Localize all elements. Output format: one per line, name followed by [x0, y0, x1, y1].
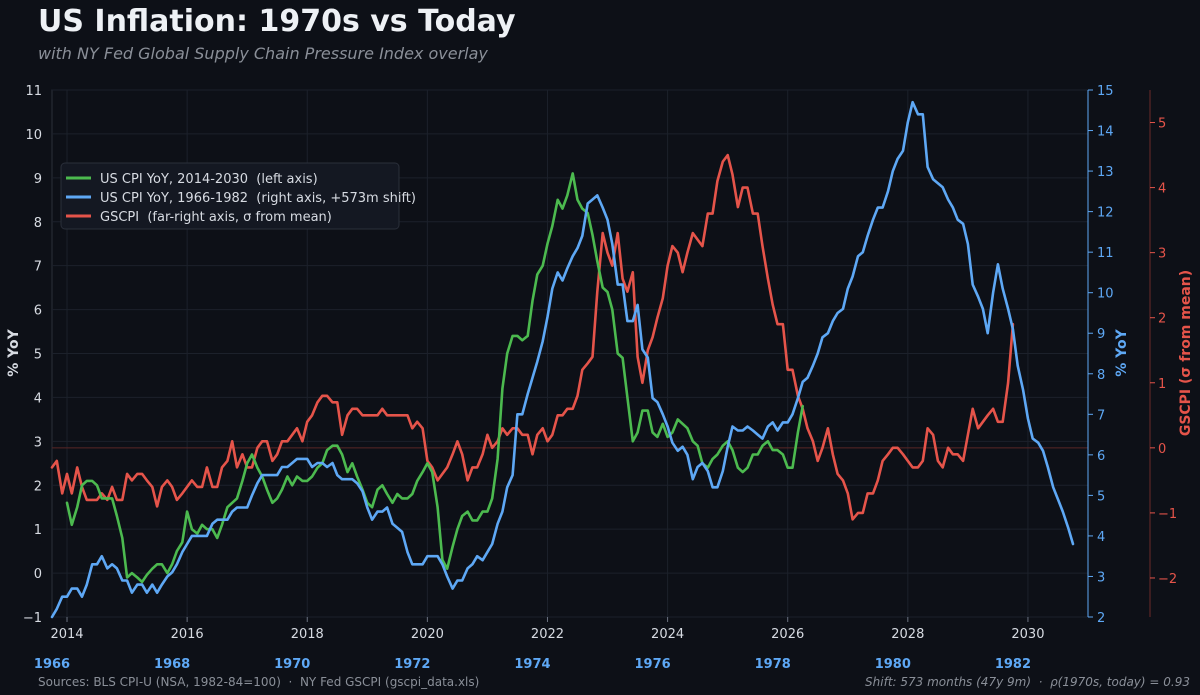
x-secondary-tick-label: 1980	[875, 657, 911, 672]
chart-title: US Inflation: 1970s vs Today	[38, 4, 516, 39]
left-tick-label: 8	[34, 216, 42, 231]
x-tick-label: 2030	[1011, 627, 1044, 642]
x-tick-label: 2026	[771, 627, 804, 642]
x-tick-label: 2014	[50, 627, 83, 642]
left-tick-label: 11	[25, 84, 42, 99]
right-tick-label: 9	[1097, 327, 1105, 342]
x-tick-label: 2018	[291, 627, 324, 642]
x-tick-label: 2028	[891, 627, 924, 642]
series-line-cpi-today	[65, 172, 804, 584]
x-tick-label: 2024	[651, 627, 684, 642]
far-right-tick-label: 0	[1158, 442, 1166, 457]
right-tick-label: 13	[1097, 165, 1114, 180]
right-tick-label: 2	[1097, 611, 1105, 626]
far-right-tick-label: 4	[1158, 182, 1166, 197]
far-right-tick-label: −1	[1158, 507, 1177, 522]
legend-label-cpi-today: US CPI YoY, 2014-2030 (left axis)	[100, 172, 318, 187]
x-secondary-tick-label: 1974	[514, 657, 550, 672]
series-line-gscpi	[50, 153, 1015, 521]
left-tick-label: 6	[34, 304, 42, 319]
x-secondary-tick-label: 1968	[154, 657, 190, 672]
right-tick-label: 5	[1097, 489, 1105, 504]
left-tick-label: 3	[34, 435, 42, 450]
legend: US CPI YoY, 2014-2030 (left axis) US CPI…	[60, 162, 416, 230]
x-secondary-tick-label: 1970	[274, 657, 310, 672]
left-tick-label: −1	[23, 611, 42, 626]
x-secondary-tick-label: 1976	[635, 657, 671, 672]
x-tick-label: 2022	[531, 627, 564, 642]
right-tick-label: 14	[1097, 125, 1114, 140]
footer-sources: Sources: BLS CPI-U (NSA, 1982-84=100) · …	[38, 675, 479, 689]
left-tick-label: 7	[34, 260, 42, 275]
x-secondary-tick-label: 1982	[995, 657, 1031, 672]
far-right-tick-label: 5	[1158, 117, 1166, 132]
right-tick-label: 7	[1097, 408, 1105, 423]
far-right-tick-label: 2	[1158, 312, 1166, 327]
grid	[51, 89, 1089, 618]
footer-note: Shift: 573 months (47y 9m) · ρ(1970s, to…	[865, 675, 1190, 689]
left-tick-label: 5	[34, 348, 42, 363]
legend-label-gscpi: GSCPI (far-right axis, σ from mean)	[100, 210, 332, 225]
series-group	[50, 100, 1075, 619]
x-tick-label: 2020	[411, 627, 444, 642]
right-tick-label: 11	[1097, 246, 1114, 261]
far-right-tick-label: 3	[1158, 247, 1166, 262]
x-secondary-tick-label: 1966	[34, 657, 70, 672]
x-secondary-tick-label: 1978	[755, 657, 791, 672]
left-tick-label: 10	[25, 128, 42, 143]
x-secondary-tick-label: 1972	[394, 657, 430, 672]
far-right-axis-title: GSCPI (σ from mean)	[1178, 270, 1194, 436]
right-axis-title: % YoY	[1114, 328, 1130, 376]
legend-box	[60, 162, 400, 230]
axes: −101234567891011201419662016196820181970…	[6, 84, 1194, 672]
left-tick-label: 4	[34, 391, 42, 406]
right-tick-label: 3	[1097, 570, 1105, 585]
left-tick-label: 0	[34, 567, 42, 582]
right-tick-label: 15	[1097, 84, 1114, 99]
left-tick-label: 1	[34, 523, 42, 538]
left-axis-title: % YoY	[6, 328, 22, 376]
right-tick-label: 4	[1097, 530, 1105, 545]
far-right-tick-label: 1	[1158, 377, 1166, 392]
right-tick-label: 12	[1097, 206, 1114, 221]
right-tick-label: 10	[1097, 287, 1114, 302]
series-line-cpi-1970s	[50, 100, 1075, 619]
x-tick-label: 2016	[171, 627, 204, 642]
right-tick-label: 8	[1097, 368, 1105, 383]
far-right-tick-label: −2	[1158, 572, 1177, 587]
right-tick-label: 6	[1097, 449, 1105, 464]
left-tick-label: 9	[34, 172, 42, 187]
chart-subtitle: with NY Fed Global Supply Chain Pressure…	[38, 44, 488, 63]
left-tick-label: 2	[34, 479, 42, 494]
legend-label-cpi-1970s: US CPI YoY, 1966-1982 (right axis, +573m…	[100, 191, 416, 206]
